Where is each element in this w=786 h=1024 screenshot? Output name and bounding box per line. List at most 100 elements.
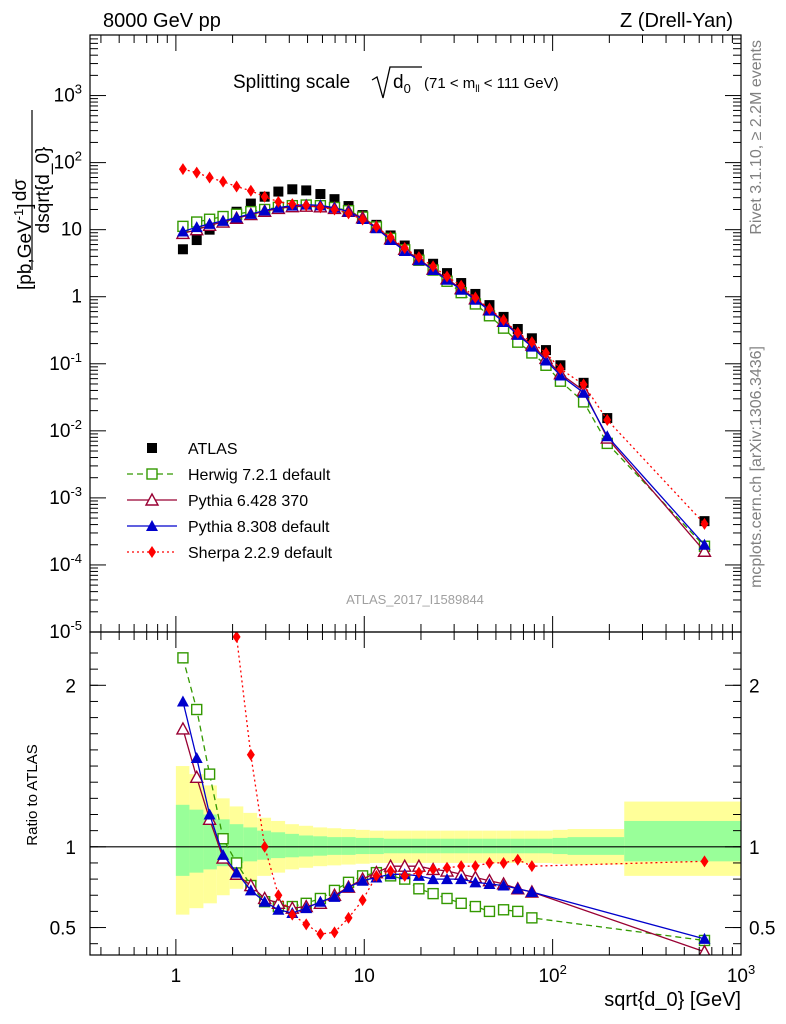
legend-label-sherpa: Sherpa 2.2.9 default <box>188 545 333 562</box>
point-sherpa <box>260 190 269 203</box>
band-inner <box>298 835 314 857</box>
ratio-point-pythia8 <box>300 902 313 914</box>
legend-entry-sherpa: Sherpa 2.2.9 default <box>127 545 333 562</box>
ratio-ytick-label-right: 0.5 <box>749 919 775 940</box>
ratio-point-pythia8 <box>244 884 257 896</box>
main-ytick-label: 10-5 <box>49 618 82 643</box>
ratio-point-sherpa <box>386 865 395 878</box>
ratio-point-sherpa <box>288 908 297 921</box>
band-inner <box>341 837 356 855</box>
point-sherpa <box>302 199 311 212</box>
svg-text:(71 < mll< 111 GeV): (71 < mll < 111 GeV) <box>424 75 559 95</box>
ratio-point-sherpa <box>302 918 311 931</box>
band-inner <box>552 837 568 855</box>
point-pythia8 <box>230 211 243 223</box>
band-inner <box>426 838 441 854</box>
ratio-ytick-label-left: 0.5 <box>50 919 76 940</box>
legend-marker-pythia8 <box>146 520 158 531</box>
rivet-label: Rivet 3.1.10, ≥ 2.2M events <box>748 40 765 235</box>
point-sherpa <box>513 326 522 339</box>
band-inner <box>383 838 398 854</box>
ratio-point-herwig <box>217 833 229 845</box>
point-sherpa <box>400 242 409 255</box>
ratio-point-herwig <box>427 887 439 900</box>
point-pythia8 <box>190 221 203 233</box>
main-ytick-label: 10-1 <box>49 350 82 375</box>
point-pythia8 <box>577 386 590 398</box>
point-sherpa <box>485 302 494 315</box>
ratio-point-sherpa <box>471 860 480 873</box>
point-atlas <box>301 185 312 196</box>
band-inner <box>189 809 204 873</box>
point-sherpa <box>499 313 508 326</box>
legend-label-herwig: Herwig 7.2.1 default <box>188 467 331 484</box>
ratio-point-herwig <box>191 703 203 716</box>
band-inner <box>271 832 286 859</box>
ratio-point-sherpa <box>316 928 325 941</box>
band-inner <box>175 804 190 876</box>
band-inner <box>243 827 258 862</box>
ratio-point-pythia6 <box>175 721 191 735</box>
ratio-point-herwig <box>469 900 482 913</box>
legend-entry-pythia8: Pythia 8.308 default <box>127 519 330 536</box>
ratio-point-pythia8 <box>511 882 524 894</box>
point-sherpa <box>372 220 381 233</box>
band-inner <box>369 837 384 855</box>
point-sherpa <box>274 195 283 208</box>
ratio-point-pythia6 <box>698 944 711 955</box>
ratio-point-pythia8 <box>230 866 243 878</box>
header-right: Z (Drell-Yan) <box>620 10 733 32</box>
legend: ATLAS Herwig 7.2.1 default Pythia 6.428 37… <box>127 441 333 562</box>
main-panel: 10-5 10-4 10-3 10-2 10-1 1 10 102 103 Splitting … <box>10 34 742 643</box>
point-atlas <box>287 184 298 195</box>
title-suffix: (71 < m <box>424 75 475 92</box>
ratio-ytick-label-right: 2 <box>749 676 760 697</box>
band-inner <box>624 820 741 862</box>
legend-entry-herwig: Herwig 7.2.1 default <box>127 467 331 484</box>
point-sherpa <box>330 203 339 216</box>
band-inner <box>510 838 525 854</box>
band-inner <box>440 838 455 854</box>
band-inner <box>203 814 217 870</box>
ratio-point-sherpa <box>400 869 409 882</box>
ratio-point-herwig <box>441 892 453 905</box>
ratio-point-sherpa <box>246 748 255 761</box>
point-sherpa <box>246 184 255 197</box>
ratio-point-herwig <box>497 904 510 916</box>
ratio-point-pythia8 <box>427 873 440 885</box>
ratio-point-pythia8 <box>217 848 230 860</box>
ratio-point-sherpa <box>232 632 241 643</box>
point-pythia8 <box>539 354 552 366</box>
band-inner <box>468 838 483 854</box>
band-inner <box>285 833 299 858</box>
band-inner <box>524 838 539 854</box>
point-pythia8 <box>601 430 614 442</box>
band-inner <box>496 838 511 854</box>
point-sherpa <box>178 163 187 176</box>
point-sherpa <box>386 231 395 244</box>
ylabel-den: dsqrt{d_0} <box>33 147 54 234</box>
ratio-xtick-label: 103 <box>727 962 755 987</box>
point-pythia8 <box>217 214 230 226</box>
band-inner <box>397 838 412 854</box>
ratio-point-herwig <box>455 897 467 910</box>
ratio-ytick-label-left: 1 <box>65 838 76 859</box>
ratio-point-pythia8 <box>176 695 189 707</box>
point-sherpa <box>579 378 588 391</box>
ratio-xlabel: sqrt{d_0} [GeV] <box>604 989 741 1011</box>
ratio-ylabel: Ratio to ATLAS <box>24 744 41 845</box>
ratio-point-pythia8 <box>455 873 468 885</box>
series-sherpa <box>178 163 709 530</box>
ratio-point-pythia6 <box>189 769 204 784</box>
point-pythia8 <box>203 217 216 229</box>
ratio-point-herwig <box>203 768 216 780</box>
main-ytick-label: 10 <box>61 220 82 241</box>
ratio-point-pythia8 <box>258 895 271 907</box>
ratio-point-pythia8 <box>698 932 711 944</box>
point-sherpa <box>192 166 201 179</box>
point-sherpa <box>603 414 612 427</box>
ratio-series-pythia8 <box>176 695 711 944</box>
point-sherpa <box>471 291 480 304</box>
ratio-point-herwig <box>413 883 425 895</box>
main-ytick-label: 10-2 <box>49 417 82 442</box>
